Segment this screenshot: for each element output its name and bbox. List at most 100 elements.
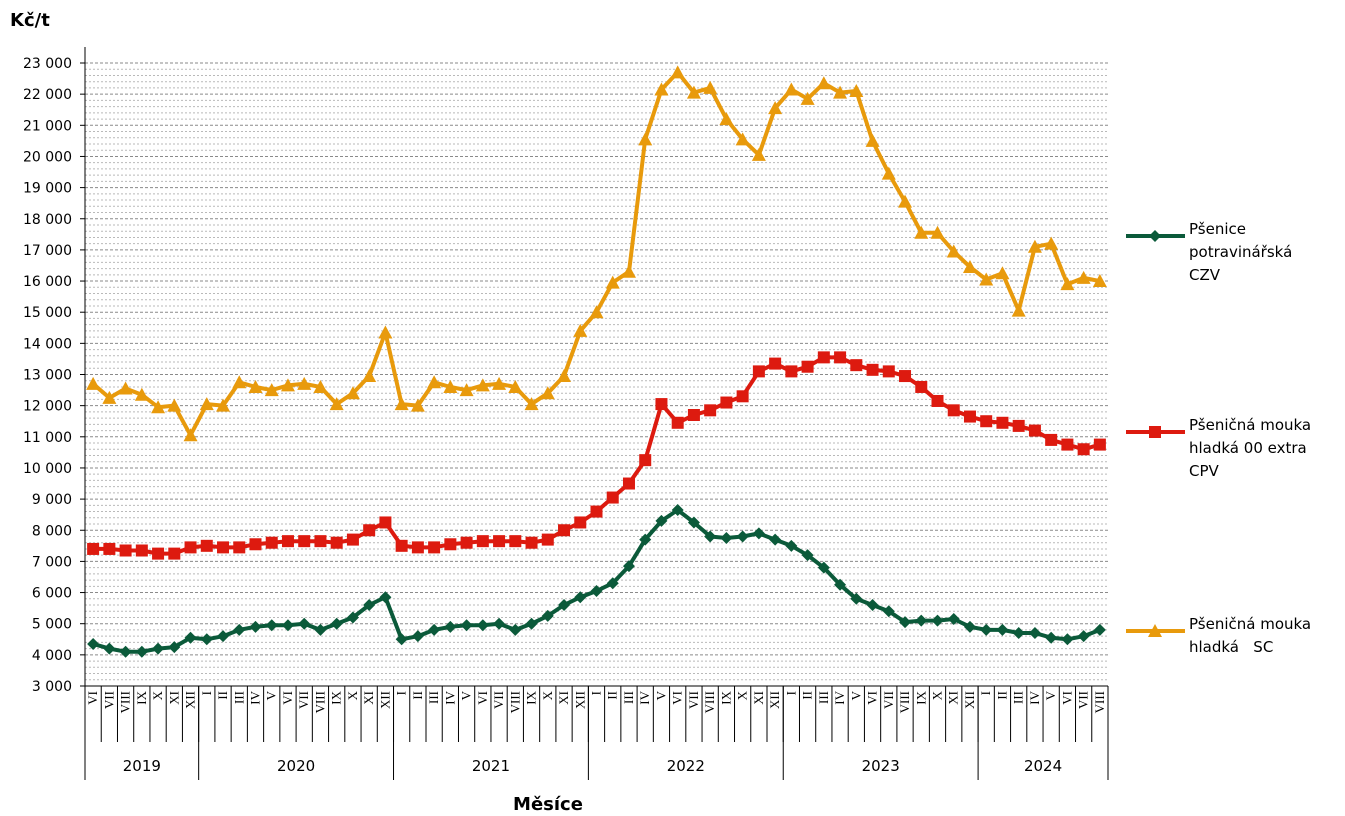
data-point bbox=[947, 404, 960, 417]
data-point bbox=[540, 386, 555, 400]
y-tick-label: 19 000 bbox=[23, 181, 72, 197]
x-axis-title: Měsíce bbox=[513, 794, 583, 815]
month-tick-label: XII bbox=[183, 691, 198, 709]
y-tick-label: 8 000 bbox=[32, 523, 72, 539]
month-tick-label: V bbox=[848, 690, 863, 700]
data-point bbox=[184, 541, 197, 554]
x-axis-ticks: VI VII VIII IX X XI XII I II III IV V VI VII VIII IX X XI… bbox=[84, 686, 1109, 780]
y-tick-label: 15 000 bbox=[23, 305, 72, 321]
data-point bbox=[330, 536, 343, 549]
data-point bbox=[882, 605, 895, 618]
series-1 bbox=[87, 504, 1106, 658]
y-tick-label: 20 000 bbox=[23, 149, 72, 165]
month-tick-label: X bbox=[345, 690, 360, 700]
data-point bbox=[800, 91, 815, 105]
data-point bbox=[87, 637, 100, 650]
data-point bbox=[168, 547, 181, 560]
data-point bbox=[655, 514, 668, 527]
y-tick-label: 18 000 bbox=[23, 212, 72, 228]
series-group bbox=[86, 65, 1107, 658]
data-point bbox=[134, 387, 149, 401]
month-tick-label: II bbox=[605, 691, 620, 700]
axes bbox=[84, 47, 1108, 687]
data-point bbox=[1092, 274, 1107, 288]
data-point bbox=[621, 264, 636, 278]
y-tick-label: 23 000 bbox=[23, 56, 72, 72]
data-point bbox=[509, 623, 522, 636]
data-point bbox=[654, 82, 669, 96]
data-point bbox=[1044, 236, 1059, 250]
data-point bbox=[524, 397, 539, 411]
month-tick-label: XII bbox=[767, 691, 782, 709]
data-point bbox=[834, 351, 847, 364]
data-point bbox=[574, 516, 587, 529]
data-point bbox=[1061, 438, 1074, 451]
y-tick-label: 7 000 bbox=[32, 554, 72, 570]
year-label: 2023 bbox=[862, 757, 900, 775]
data-point bbox=[914, 225, 929, 239]
month-tick-label: VIII bbox=[897, 691, 912, 713]
data-point bbox=[103, 542, 116, 555]
y-tick-label: 5 000 bbox=[32, 617, 72, 633]
month-tick-label: II bbox=[410, 691, 425, 700]
data-point bbox=[1012, 627, 1025, 640]
data-point bbox=[525, 617, 538, 630]
data-point bbox=[395, 633, 408, 646]
data-point bbox=[720, 396, 733, 409]
data-point bbox=[963, 410, 976, 423]
month-tick-label: IX bbox=[329, 690, 344, 704]
data-point bbox=[298, 535, 311, 548]
month-tick-label: IV bbox=[637, 690, 652, 704]
month-tick-label: VII bbox=[296, 691, 311, 709]
data-point bbox=[460, 619, 473, 632]
y-tick-label: 10 000 bbox=[23, 461, 72, 477]
month-tick-label: V bbox=[459, 690, 474, 700]
month-tick-label: X bbox=[150, 690, 165, 700]
data-point bbox=[264, 383, 279, 397]
data-point bbox=[1045, 433, 1058, 446]
data-point bbox=[428, 623, 441, 636]
month-tick-label: IX bbox=[524, 690, 539, 704]
y-tick-label: 21 000 bbox=[23, 118, 72, 134]
month-tick-label: IV bbox=[442, 690, 457, 704]
data-point bbox=[87, 542, 100, 555]
data-point bbox=[687, 516, 700, 529]
month-tick-label: XI bbox=[361, 691, 376, 705]
data-point bbox=[135, 645, 148, 658]
data-point bbox=[492, 376, 507, 390]
data-point bbox=[329, 397, 344, 411]
data-point bbox=[752, 365, 765, 378]
data-point bbox=[411, 541, 424, 554]
data-point bbox=[509, 535, 522, 548]
data-point bbox=[784, 82, 799, 96]
data-point bbox=[816, 76, 831, 90]
data-point bbox=[801, 360, 814, 373]
legend-label: hladká SC bbox=[1189, 638, 1273, 656]
y-tick-label: 11 000 bbox=[23, 430, 72, 446]
data-point bbox=[379, 516, 392, 529]
data-point bbox=[931, 614, 944, 627]
data-point bbox=[184, 631, 197, 644]
data-point bbox=[899, 616, 912, 629]
month-tick-label: I bbox=[783, 691, 798, 695]
data-point bbox=[996, 623, 1009, 636]
month-tick-label: III bbox=[231, 691, 246, 704]
data-point bbox=[232, 375, 247, 389]
legend-marker bbox=[1149, 426, 1161, 438]
month-tick-label: X bbox=[735, 690, 750, 700]
month-tick-label: XI bbox=[166, 691, 181, 705]
data-point bbox=[769, 357, 782, 370]
month-tick-label: XII bbox=[377, 691, 392, 709]
data-point bbox=[1061, 633, 1074, 646]
data-point bbox=[817, 561, 830, 574]
legend-label: CZV bbox=[1189, 266, 1221, 284]
data-point bbox=[1012, 419, 1025, 432]
data-point bbox=[345, 386, 360, 400]
data-point bbox=[865, 133, 880, 147]
data-point bbox=[850, 359, 863, 372]
data-point bbox=[217, 630, 230, 643]
data-point bbox=[558, 599, 571, 612]
data-point bbox=[1028, 627, 1041, 640]
month-tick-label: XII bbox=[572, 691, 587, 709]
